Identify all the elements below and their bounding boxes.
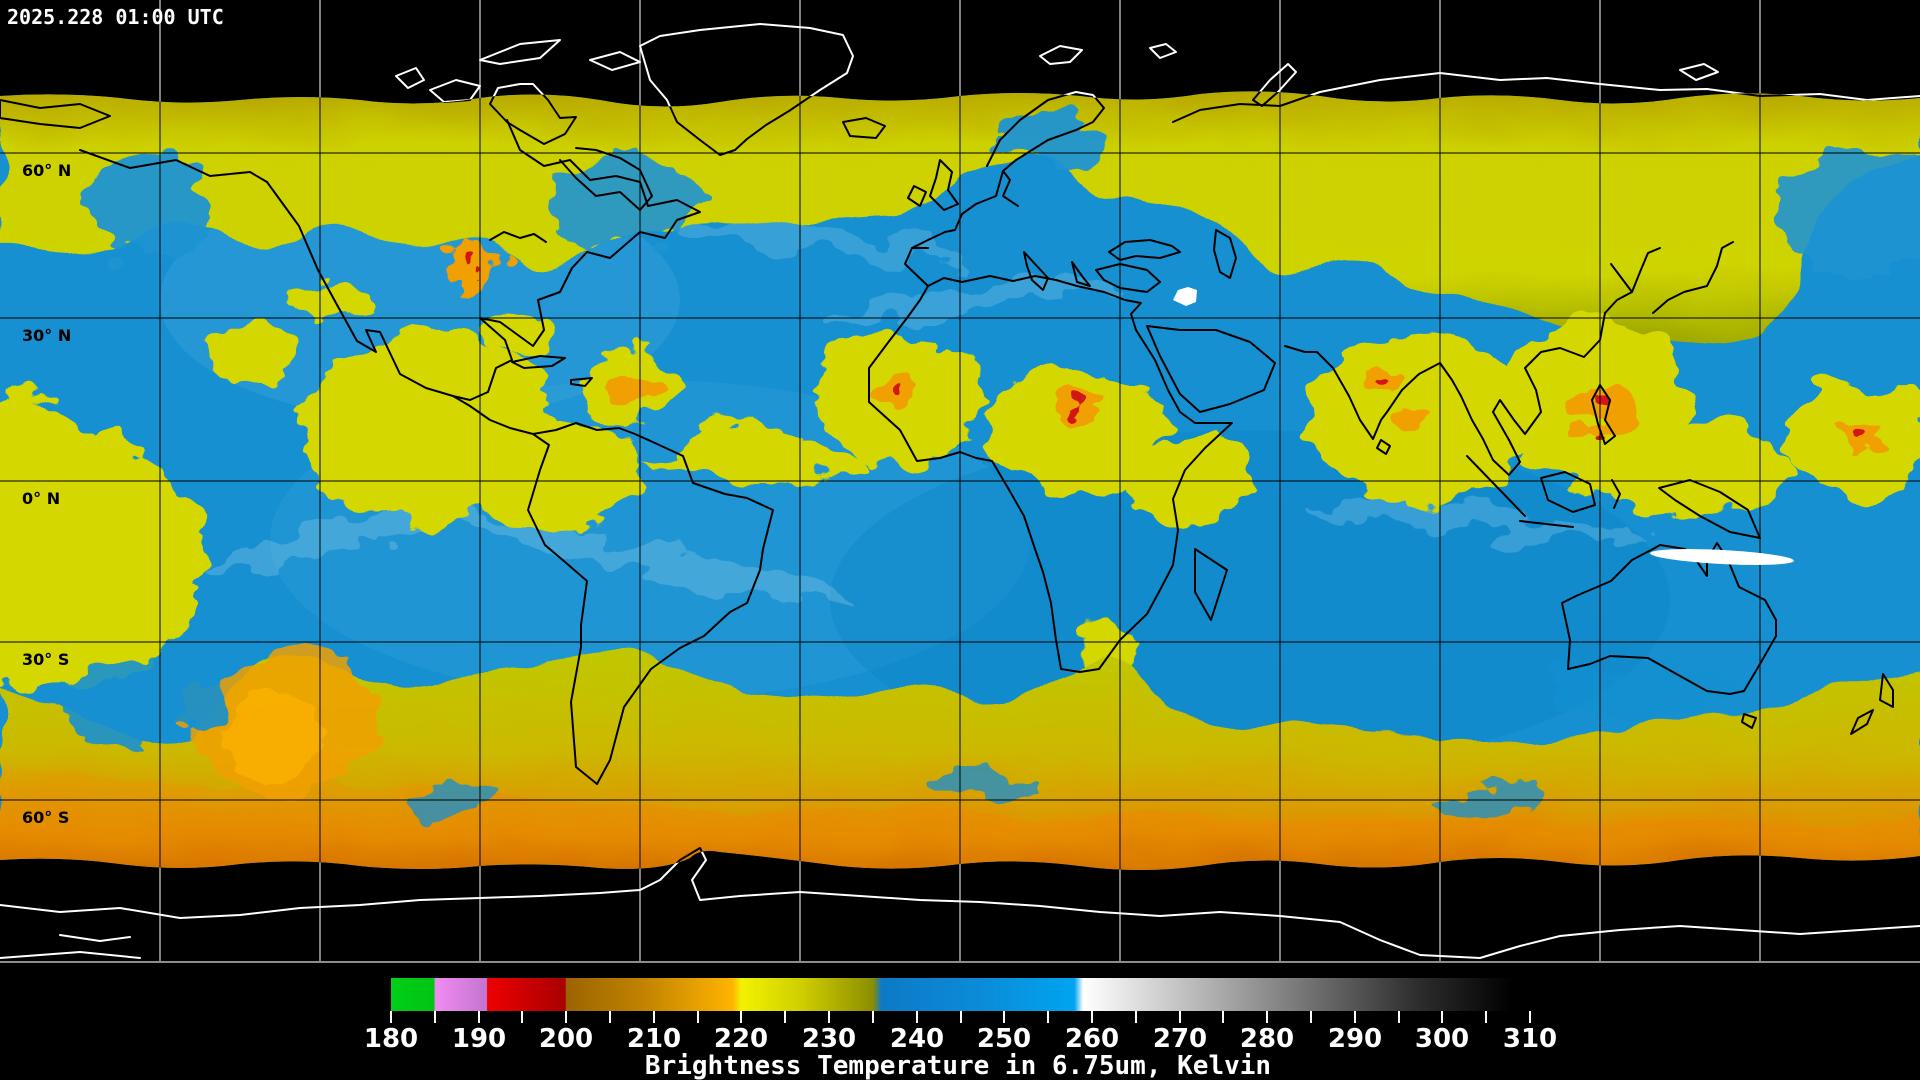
tick-label-250: 250 [977, 1024, 1031, 1054]
colorbar-gradient [391, 978, 1530, 1011]
timestamp: 2025.228 01:00 UTC [7, 5, 224, 29]
tick-label-210: 210 [627, 1024, 681, 1054]
latitude-label-30n: 30° N [22, 326, 71, 345]
tick-label-240: 240 [890, 1024, 944, 1054]
tick-label-190: 190 [452, 1024, 506, 1054]
latitude-labels: 60° N 30° N 0° N 30° S 60° S [22, 161, 71, 827]
colorbar-tick-labels: 180 190 200 210 220 230 240 250 260 270 … [364, 1024, 1557, 1054]
latitude-label-60n: 60° N [22, 161, 71, 180]
tick-label-290: 290 [1328, 1024, 1382, 1054]
tick-label-300: 300 [1415, 1024, 1469, 1054]
tick-label-200: 200 [539, 1024, 593, 1054]
latitude-label-60s: 60° S [22, 808, 69, 827]
latitude-label-30s: 30° S [22, 650, 69, 669]
white-anomalies [1173, 287, 1794, 565]
tick-label-280: 280 [1240, 1024, 1294, 1054]
south-band-details [60, 647, 1730, 814]
tropical-convection [0, 226, 1920, 714]
colorbar-caption: Brightness Temperature in 6.75um, Kelvin [645, 1051, 1271, 1080]
tick-label-230: 230 [802, 1024, 856, 1054]
grid-over-data [0, 0, 1920, 962]
tick-label-180: 180 [364, 1024, 418, 1054]
tick-label-270: 270 [1153, 1024, 1207, 1054]
tick-label-260: 260 [1065, 1024, 1119, 1054]
latitude-label-0n: 0° N [22, 489, 60, 508]
tick-label-310: 310 [1503, 1024, 1557, 1054]
colorbar-ticks [390, 1011, 1531, 1023]
tick-label-220: 220 [714, 1024, 768, 1054]
colorbar: 180 190 200 210 220 230 240 250 260 270 … [364, 978, 1557, 1080]
